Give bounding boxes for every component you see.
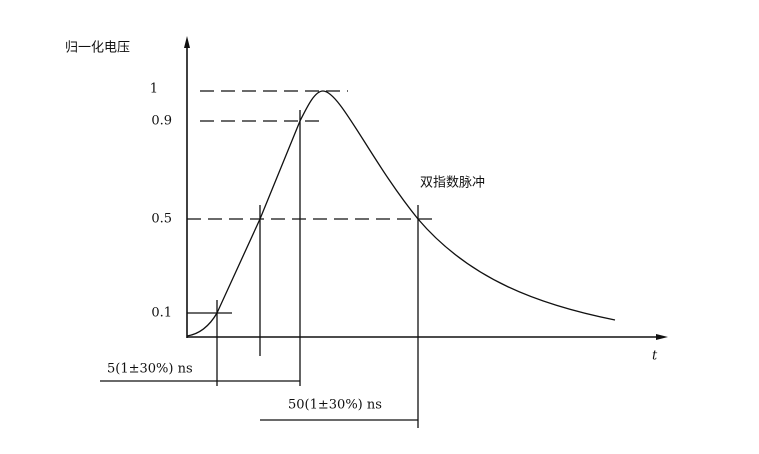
rise-time-label: 5(1±30%) ns — [107, 362, 193, 377]
x-axis-label: t — [652, 349, 658, 364]
pulse-width-label: 50(1±30%) ns — [288, 398, 382, 413]
level-label: 1 — [150, 82, 158, 97]
level-label: 0.1 — [151, 306, 172, 321]
level-label: 0.5 — [151, 212, 172, 227]
y-arrow — [184, 36, 190, 48]
curve-label: 双指数脉冲 — [420, 176, 485, 191]
y-axis-label: 归一化电压 — [65, 41, 130, 56]
x-arrow — [656, 334, 668, 340]
pulse-curve — [186, 90, 616, 337]
level-label: 0.9 — [151, 114, 172, 129]
